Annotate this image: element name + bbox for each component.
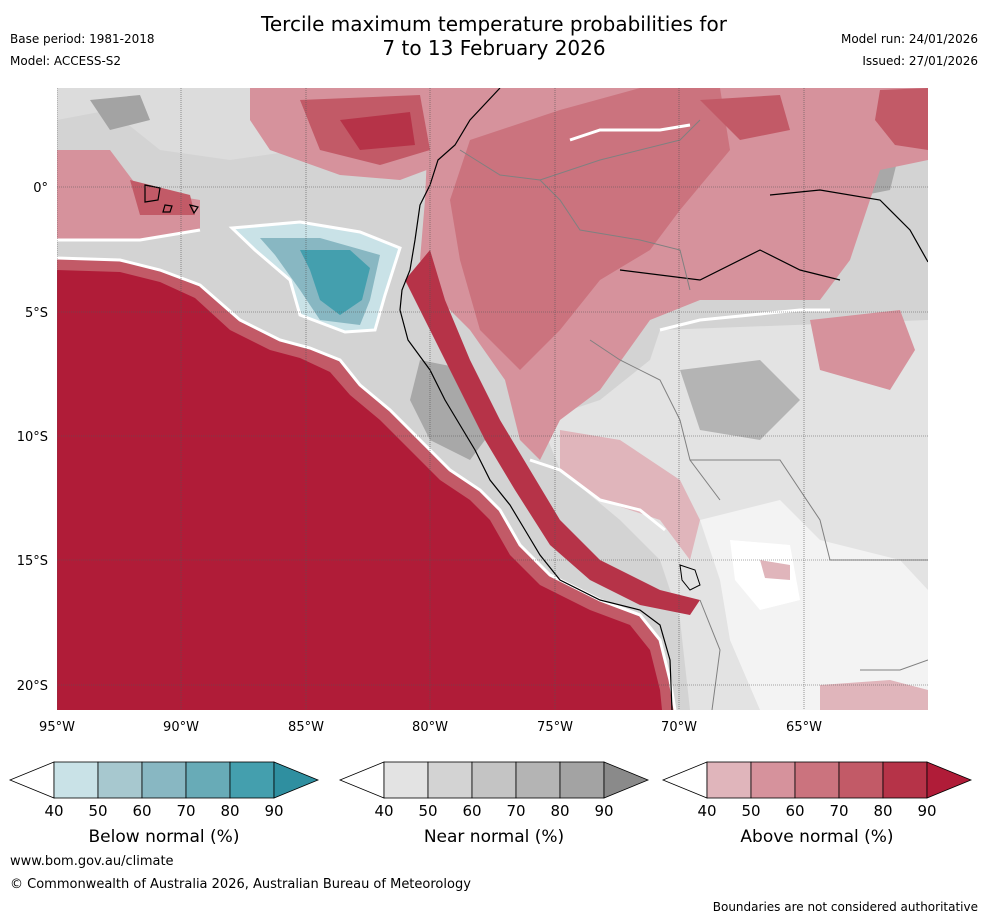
colorbar-tick-label: 60 [785, 802, 804, 820]
below-normal-area [300, 250, 370, 315]
colorbar-tick-label: 90 [917, 802, 936, 820]
colorbar-swatch [427, 761, 473, 799]
base-period: Base period: 1981-2018 [10, 32, 155, 46]
lon-tick-label: 75°W [537, 720, 573, 735]
above-normal-area [810, 310, 915, 390]
colorbar-tick-label: 60 [132, 802, 151, 820]
lake-titicaca [679, 564, 701, 591]
colorbar-swatch [8, 761, 55, 799]
colorbar-title: Above normal (%) [740, 827, 893, 847]
lon-tick-label: 95°W [39, 720, 75, 735]
colorbar-swatch [794, 761, 840, 799]
colorbar-tick-label: 80 [220, 802, 239, 820]
country-borders [459, 119, 928, 710]
colorbar-swatch [97, 761, 143, 799]
metadata-left: Base period: 1981-2018 Model: ACCESS-S2 [10, 28, 155, 72]
lat-tick-label: 20°S [17, 679, 48, 694]
colorbar-swatch [603, 761, 650, 799]
contour-line [57, 256, 677, 710]
above-normal-area [875, 88, 928, 150]
contour-line [529, 458, 666, 532]
colorbar-tick-label: 50 [88, 802, 107, 820]
colorbar-swatch [926, 761, 973, 799]
contour-line [57, 228, 201, 242]
model-run-date: Model run: 24/01/2026 [840, 32, 978, 46]
colorbar-tick-label: 70 [506, 802, 525, 820]
colorbar-swatch [515, 761, 561, 799]
contour-line [659, 308, 830, 332]
lon-tick-label: 90°W [163, 720, 199, 735]
colorbar-swatch [53, 761, 99, 799]
above-normal-area [57, 150, 200, 240]
above-normal-area [450, 88, 730, 370]
colorbar-swatch [273, 761, 320, 799]
colorbar-1: 40 50 60 70 80 90 Below normal (%) [8, 761, 320, 847]
lon-tick-label: 85°W [288, 720, 324, 735]
colorbar-tick-label: 70 [176, 802, 195, 820]
title-line-2: 7 to 13 February 2026 [382, 36, 606, 60]
colorbar-tick-label: 80 [873, 802, 892, 820]
colorbar-swatch [141, 761, 187, 799]
colorbar-tick-label: 40 [44, 802, 63, 820]
colorbar-swatch [838, 761, 884, 799]
colorbar-tick-label: 50 [741, 802, 760, 820]
colorbar-swatch [559, 761, 605, 799]
above-normal-area [130, 180, 195, 215]
river-line [619, 189, 928, 281]
colorbar-tick-label: 90 [264, 802, 283, 820]
title-line-1: Tercile maximum temperature probabilitie… [261, 12, 727, 36]
colorbar-tick-label: 40 [697, 802, 716, 820]
lon-tick-label: 70°W [661, 720, 697, 735]
colorbar-tick-label: 50 [418, 802, 437, 820]
colorbar-tick-label: 80 [550, 802, 569, 820]
website-link[interactable]: www.bom.gov.au/climate [10, 854, 174, 869]
disclaimer-text: Boundaries are not considered authoritat… [713, 900, 978, 914]
colorbar-swatch [229, 761, 275, 799]
above-normal-area [760, 560, 790, 580]
contour-line [569, 123, 691, 142]
near-normal-area [90, 95, 150, 130]
colorbar-tick-label: 70 [829, 802, 848, 820]
colorbar-swatch [338, 761, 385, 799]
lat-tick-label: 0° [33, 181, 48, 196]
colorbar-tick-label: 60 [462, 802, 481, 820]
colorbar-swatch [185, 761, 231, 799]
above-normal-area [560, 430, 700, 560]
copyright-text: © Commonwealth of Australia 2026, Austra… [10, 877, 471, 892]
lat-tick-label: 15°S [17, 554, 48, 569]
contour-line [228, 220, 402, 334]
above-normal-area [57, 270, 662, 710]
colorbar-3: 40 50 60 70 80 90 Above normal (%) [661, 761, 973, 847]
near-normal-area [680, 360, 800, 440]
lon-tick-label: 65°W [786, 720, 822, 735]
colorbar-title: Below normal (%) [89, 827, 240, 847]
model-name: Model: ACCESS-S2 [10, 54, 122, 68]
colorbar-swatch [471, 761, 517, 799]
colorbar-swatch [661, 761, 708, 799]
colorbar-title: Near normal (%) [424, 827, 564, 847]
probability-map [57, 88, 928, 710]
colorbar-2: 40 50 60 70 80 90 Near normal (%) [338, 761, 650, 847]
colorbar-tick-label: 90 [594, 802, 613, 820]
colorbar-swatch [383, 761, 429, 799]
issued-date: Issued: 27/01/2026 [862, 54, 978, 68]
colorbar-legends: 40 50 60 70 80 90 Below normal (%) 40 50 60 70 80 90… [8, 761, 973, 847]
colorbar-swatch [750, 761, 796, 799]
above-normal-area [820, 680, 928, 710]
above-normal-area [340, 112, 415, 150]
metadata-right: Model run: 24/01/2026 Issued: 27/01/2026 [841, 28, 978, 72]
colorbar-swatch [706, 761, 752, 799]
above-normal-area [405, 250, 700, 615]
map-title: Tercile maximum temperature probabilitie… [0, 12, 988, 60]
lon-tick-label: 80°W [412, 720, 448, 735]
lat-tick-label: 10°S [17, 430, 48, 445]
above-normal-area [700, 95, 790, 140]
colorbar-swatch [882, 761, 928, 799]
lat-tick-label: 5°S [25, 306, 48, 321]
colorbar-tick-label: 40 [374, 802, 393, 820]
